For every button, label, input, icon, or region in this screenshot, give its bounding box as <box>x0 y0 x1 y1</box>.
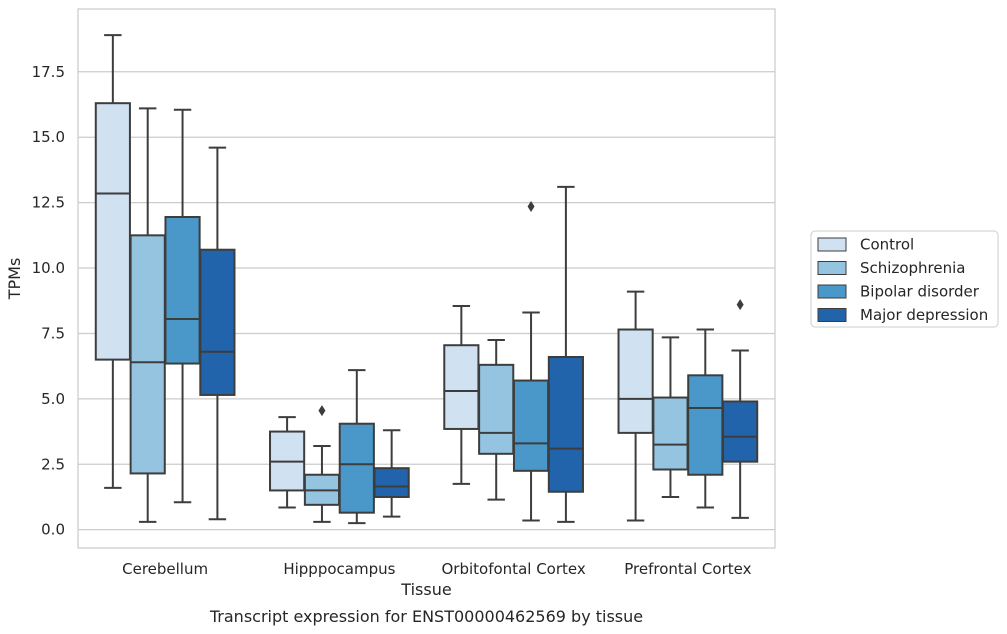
box-group <box>617 290 654 522</box>
outlier-point <box>527 201 535 213</box>
box-group <box>443 304 480 485</box>
legend-label: Control <box>860 236 914 254</box>
y-tick-label: 7.5 <box>41 324 65 342</box>
box-group <box>547 185 584 523</box>
box-group <box>687 328 724 509</box>
legend-label: Major depression <box>860 306 988 324</box>
box <box>722 400 759 463</box>
box <box>547 355 584 493</box>
y-tick-label: 2.5 <box>41 455 65 473</box>
y-tick-label: 0.0 <box>41 521 65 539</box>
box <box>164 216 201 365</box>
box-group <box>478 338 515 501</box>
box-group <box>373 429 410 518</box>
box-group <box>199 146 236 521</box>
box <box>652 396 689 471</box>
box-group <box>164 108 201 504</box>
box-group <box>338 369 375 525</box>
outlier-point <box>736 299 744 311</box>
y-tick-label: 15.0 <box>32 128 65 146</box>
x-tick-label: Prefrontal Cortex <box>624 560 751 578</box>
box <box>373 467 410 498</box>
box <box>512 379 550 472</box>
legend-swatch <box>817 308 847 322</box>
box <box>687 374 724 476</box>
x-tick-label: Cerebellum <box>122 560 208 578</box>
legend-swatch <box>817 237 847 252</box>
x-axis-label: Tissue <box>400 580 451 599</box>
box-group <box>722 299 759 519</box>
x-tick-label: Hipppocampus <box>283 560 395 578</box>
y-tick-label: 17.5 <box>32 63 65 81</box>
box-group <box>303 405 341 523</box>
box-group <box>512 201 550 522</box>
box <box>443 344 480 430</box>
legend-label: Bipolar disorder <box>860 283 980 301</box>
outlier-point <box>318 405 326 417</box>
box-group <box>269 416 306 509</box>
legend: Control Schizophrenia Bipolar disorder Majo… <box>810 230 999 328</box>
box-layer <box>94 34 759 525</box>
box <box>129 234 166 475</box>
y-tick-labels: 0.0 2.5 5.0 7.5 10.0 12.5 15.0 17.5 <box>32 63 65 539</box>
y-axis-label: TPMs <box>5 258 24 301</box>
legend-swatch <box>817 284 847 299</box>
box-group <box>94 34 131 489</box>
x-tick-label: Orbitofontal Cortex <box>442 560 586 578</box>
box <box>338 422 375 514</box>
y-tick-label: 12.5 <box>32 194 65 212</box>
y-tick-label: 5.0 <box>41 390 65 408</box>
x-tick-labels: Cerebellum Hipppocampus Orbitofontal Corte… <box>122 560 751 578</box>
box-group <box>652 336 689 498</box>
y-tick-label: 10.0 <box>32 259 65 277</box>
box <box>94 102 131 361</box>
box-group <box>129 107 166 523</box>
chart-caption: Transcript expression for ENST0000046256… <box>209 607 643 626</box>
box <box>478 363 515 455</box>
legend-frame <box>810 230 999 328</box>
plot-frame <box>77 8 776 549</box>
legend-swatch <box>817 261 847 275</box>
legend-label: Schizophrenia <box>860 259 965 277</box>
box <box>199 248 236 396</box>
box <box>617 328 654 434</box>
